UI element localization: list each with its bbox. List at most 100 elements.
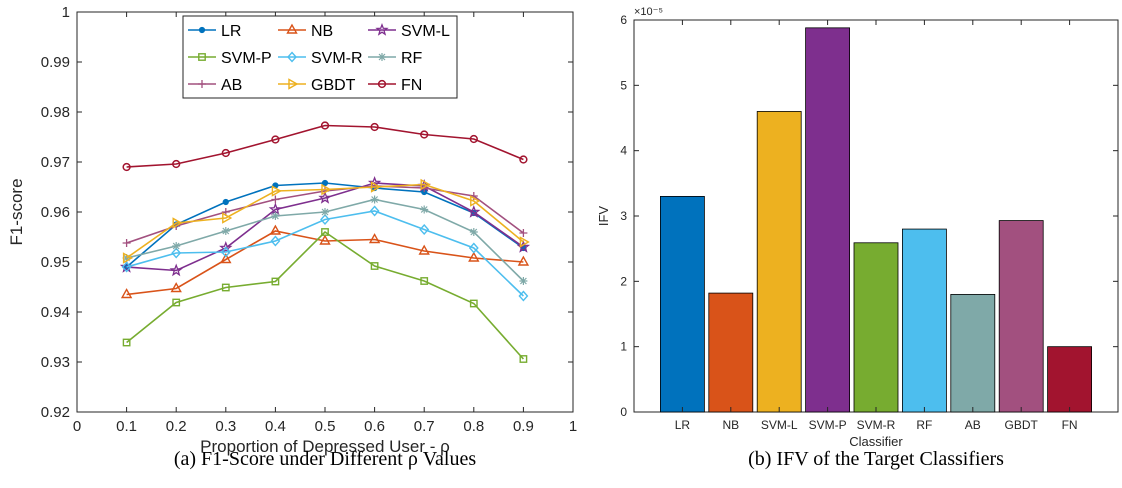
data-point-svm-r: [369, 205, 380, 217]
data-point-gbdt: [470, 195, 481, 207]
x-tick-label-a: 0.1: [116, 418, 137, 435]
data-point-fn: [122, 162, 131, 172]
series-nb: [120, 224, 530, 299]
series-fn: [122, 121, 528, 172]
data-point-svm-r: [468, 242, 479, 254]
x-tick-label-a: 0.7: [414, 418, 435, 435]
data-point-svm-r: [171, 247, 182, 259]
legend-label-gbdt: GBDT: [311, 77, 356, 94]
legend-label-lr: LR: [221, 23, 241, 40]
data-point-lr: [222, 198, 229, 206]
y-tick-label-a: 0.95: [41, 254, 70, 271]
x-tick-label-a: 0: [73, 418, 81, 435]
data-point-nb: [517, 255, 530, 266]
y-tick-label-a: 0.97: [41, 154, 70, 171]
data-point-rf: [172, 242, 181, 250]
x-tick-label-a: 0.8: [463, 418, 484, 435]
data-point-svm-p: [122, 338, 131, 347]
data-point-svm-p: [469, 299, 478, 308]
data-point-gbdt: [321, 183, 332, 196]
data-point-rf: [321, 208, 329, 216]
data-point-rf: [519, 277, 528, 285]
data-point-rf: [271, 212, 280, 220]
legend-label-ab: AB: [221, 77, 242, 94]
data-point-ab: [519, 229, 528, 237]
y-tick-label-a: 0.94: [41, 304, 70, 321]
data-point-rf: [370, 195, 379, 204]
legend-label-svm-l: SVM-L: [401, 23, 450, 40]
legend-label-nb: NB: [311, 23, 333, 40]
data-point-lr: [321, 179, 329, 187]
data-point-fn: [519, 155, 528, 164]
y-tick-label-a: 0.99: [41, 54, 70, 71]
data-point-nb: [170, 282, 182, 293]
legend-marker-svm-r: [287, 51, 297, 63]
data-point-svm-r: [419, 223, 430, 236]
y-tick-label-a: 0.93: [41, 354, 70, 371]
data-point-nb: [220, 253, 232, 264]
series-line-svm-p: [126, 230, 524, 360]
data-point-gbdt: [172, 217, 183, 229]
y-tick-label-a: 0.92: [41, 404, 70, 421]
data-point-fn: [221, 148, 230, 158]
data-point-gbdt: [271, 185, 282, 197]
legend-label-svm-r: SVM-R: [311, 50, 363, 67]
data-point-svm-l: [169, 263, 183, 277]
x-axis-label-a: Proportion of Depressed User - ρ: [200, 437, 450, 456]
series-svm-r: [121, 205, 529, 302]
data-point-svm-p: [420, 277, 429, 285]
data-point-svm-p: [321, 228, 329, 236]
series-line-gbdt: [126, 183, 524, 259]
data-point-nb: [319, 234, 331, 245]
data-point-ab: [271, 195, 280, 204]
data-point-rf: [420, 205, 429, 214]
y-axis-label-a: F1-score: [7, 178, 26, 245]
legend-marker-nb: [286, 23, 298, 34]
data-point-svm-r: [270, 235, 281, 247]
caption-b: (b) IFV of the Target Classifiers: [748, 448, 1004, 470]
legend-marker-ab: [198, 80, 206, 88]
x-tick-label-a: 0.6: [364, 418, 385, 435]
data-point-nb: [269, 224, 282, 235]
data-point-fn: [420, 130, 429, 139]
legend-marker-fn: [377, 79, 387, 89]
legend-label-rf: RF: [401, 50, 423, 67]
legend-marker-lr: [198, 26, 206, 34]
data-point-rf: [221, 227, 230, 235]
legend-a: LR NB SVM-L SVM-P SVM-R RF AB GBDT FN: [182, 15, 458, 99]
series-line-svm-l: [126, 182, 524, 272]
series-svm-p: [122, 228, 528, 363]
data-point-fn: [172, 159, 181, 169]
data-point-fn: [320, 121, 330, 130]
x-tick-label-a: 0.9: [513, 418, 534, 435]
data-point-nb: [468, 251, 480, 262]
data-point-svm-p: [172, 298, 181, 307]
data-point-fn: [370, 122, 379, 132]
y-tick-label-a: 1: [62, 4, 70, 21]
series-line-fn: [126, 124, 524, 168]
series-line-svm-r: [126, 210, 524, 297]
data-point-svm-r: [121, 261, 132, 273]
legend-label-fn: FN: [401, 77, 422, 94]
data-point-nb: [120, 288, 133, 299]
data-point-svm-p: [221, 283, 230, 292]
data-point-rf: [469, 228, 478, 236]
legend-box-a: [182, 15, 458, 99]
data-point-gbdt: [519, 236, 530, 248]
y-tick-label-a: 0.98: [41, 104, 70, 121]
data-point-svm-r: [518, 290, 529, 302]
data-point-fn: [271, 135, 280, 144]
series-line-nb: [126, 230, 524, 296]
x-tick-label-a: 0.5: [315, 418, 336, 435]
legend-marker-svm-p: [198, 53, 206, 61]
legend-label-svm-p: SVM-P: [221, 50, 272, 67]
series-gbdt: [122, 178, 530, 264]
data-point-svm-l: [467, 204, 481, 218]
caption-a: (a) F1-Score under Different ρ Values: [173, 448, 477, 470]
data-point-gbdt: [222, 212, 233, 224]
y-tick-label-a: 0.96: [41, 204, 70, 221]
data-point-nb: [418, 244, 430, 255]
data-point-svm-p: [370, 262, 379, 270]
